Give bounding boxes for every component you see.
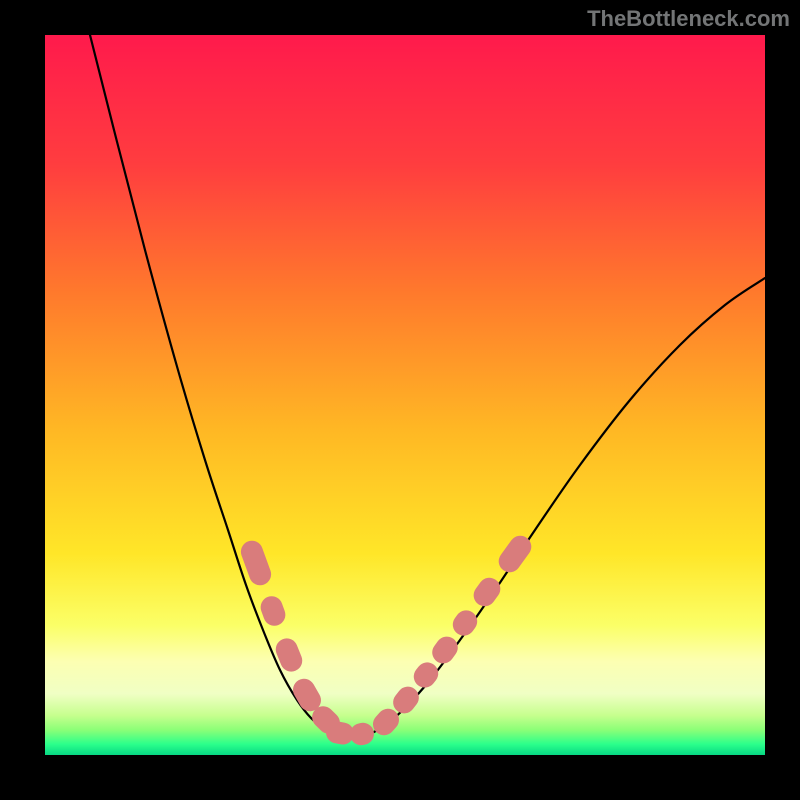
bottleneck-curve-chart xyxy=(0,0,800,800)
watermark-text: TheBottleneck.com xyxy=(587,6,790,32)
plot-background xyxy=(45,35,765,755)
chart-container: TheBottleneck.com xyxy=(0,0,800,800)
